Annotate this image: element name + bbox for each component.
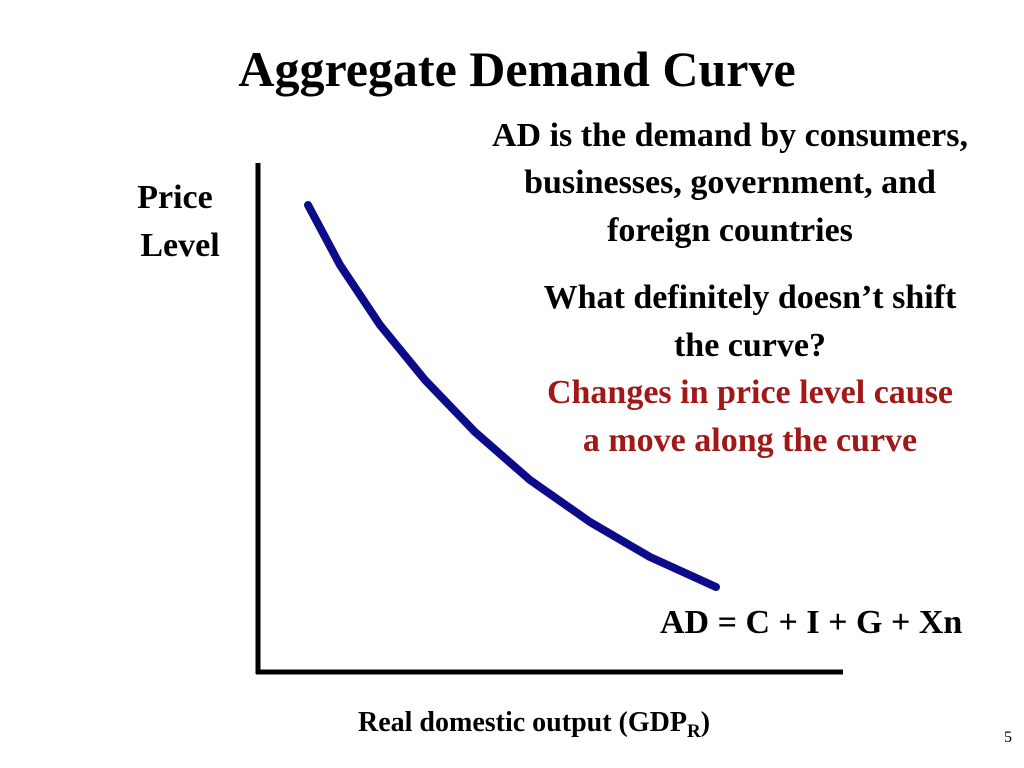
question-line: What definitely doesn’t shift <box>544 279 957 316</box>
page-number: 5 <box>1004 729 1012 746</box>
x-label-close: ) <box>701 707 710 738</box>
description-line: AD is the demand by consumers, <box>492 117 968 154</box>
description-line: businesses, government, and <box>524 164 936 201</box>
description-line: foreign countries <box>607 212 853 249</box>
x-label-text: Real domestic output (GDP <box>358 707 687 738</box>
title: Aggregate Demand Curve <box>238 41 795 97</box>
question-line: the curve? <box>674 327 826 364</box>
answer-line: a move along the curve <box>583 422 917 459</box>
curve-label: AD = C + I + G + Xn <box>660 604 962 641</box>
demand-curve <box>304 201 720 591</box>
y-axis-label: Level <box>140 227 219 264</box>
x-label-subscript: R <box>687 721 701 742</box>
x-axis-label: Real domestic output (GDPR) <box>358 707 710 742</box>
answer-line: Changes in price level cause <box>547 374 953 411</box>
y-axis-label: Price <box>137 179 213 216</box>
